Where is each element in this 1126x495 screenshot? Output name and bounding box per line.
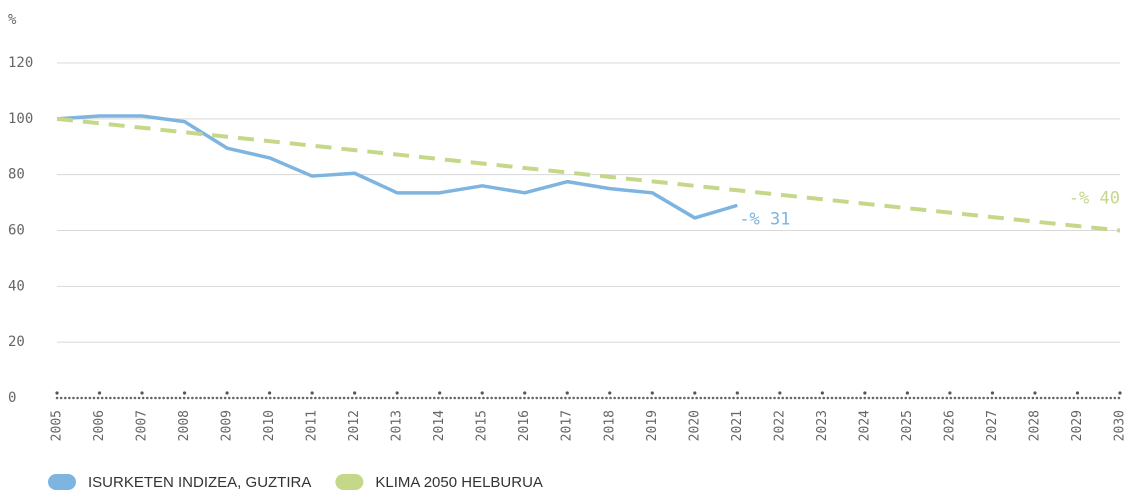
x-tick-label: 2028 xyxy=(1027,410,1042,441)
legend-label: KLIMA 2050 HELBURUA xyxy=(375,474,543,490)
x-tick-label: 2005 xyxy=(50,410,65,441)
x-tick-label: 2020 xyxy=(687,410,702,441)
y-tick-label: 0 xyxy=(8,390,16,406)
annotation: -% 40 xyxy=(1069,189,1120,209)
x-tick-mark xyxy=(523,391,526,394)
x-tick-label: 2030 xyxy=(1113,410,1126,441)
x-tick-label: 2022 xyxy=(772,410,787,441)
x-tick-label: 2018 xyxy=(602,410,617,441)
x-tick-mark xyxy=(651,391,654,394)
x-tick-label: 2013 xyxy=(390,410,405,441)
x-tick-label: 2021 xyxy=(730,410,745,441)
x-tick-mark xyxy=(736,391,739,394)
x-tick-mark xyxy=(140,391,143,394)
y-tick-label: 20 xyxy=(8,334,25,350)
legend-label: ISURKETEN INDIZEA, GUZTIRA xyxy=(88,474,311,490)
y-tick-label: 40 xyxy=(8,278,25,294)
x-tick-mark xyxy=(183,391,186,394)
x-tick-mark xyxy=(821,391,824,394)
x-tick-label: 2027 xyxy=(985,410,1000,441)
legend-swatch xyxy=(335,474,363,490)
x-tick-label: 2006 xyxy=(92,410,107,441)
x-tick-label: 2016 xyxy=(517,410,532,441)
x-tick-label: 2012 xyxy=(347,410,362,441)
x-tick-mark xyxy=(268,391,271,394)
x-tick-mark xyxy=(1118,391,1121,394)
x-tick-mark xyxy=(906,391,909,394)
y-tick-label: 120 xyxy=(8,55,33,71)
x-tick-label: 2010 xyxy=(262,410,277,441)
x-tick-label: 2019 xyxy=(645,410,660,441)
x-tick-label: 2015 xyxy=(475,410,490,441)
x-tick-mark xyxy=(1076,391,1079,394)
x-tick-label: 2008 xyxy=(177,410,192,441)
x-tick-mark xyxy=(396,391,399,394)
y-tick-label: 60 xyxy=(8,223,25,239)
legend-swatch xyxy=(48,474,76,490)
x-tick-mark xyxy=(566,391,569,394)
x-tick-mark xyxy=(98,391,101,394)
x-tick-mark xyxy=(948,391,951,394)
x-tick-label: 2026 xyxy=(942,410,957,441)
x-tick-mark xyxy=(991,391,994,394)
x-tick-mark xyxy=(225,391,228,394)
x-tick-label: 2029 xyxy=(1070,410,1085,441)
x-tick-mark xyxy=(863,391,866,394)
x-tick-mark xyxy=(353,391,356,394)
x-tick-label: 2014 xyxy=(432,410,447,441)
x-tick-mark xyxy=(311,391,314,394)
x-tick-label: 2007 xyxy=(135,410,150,441)
x-tick-label: 2011 xyxy=(305,410,320,441)
x-tick-mark xyxy=(481,391,484,394)
x-tick-mark xyxy=(55,391,58,394)
x-tick-label: 2025 xyxy=(900,410,915,441)
y-axis-label: % xyxy=(8,12,17,28)
y-tick-label: 100 xyxy=(8,111,33,127)
x-tick-label: 2017 xyxy=(560,410,575,441)
x-tick-label: 2023 xyxy=(815,410,830,441)
x-tick-mark xyxy=(693,391,696,394)
annotation: -% 31 xyxy=(739,209,790,229)
x-tick-mark xyxy=(438,391,441,394)
x-tick-label: 2009 xyxy=(220,410,235,441)
x-tick-label: 2024 xyxy=(857,410,872,441)
x-tick-mark xyxy=(608,391,611,394)
y-tick-label: 80 xyxy=(8,167,25,183)
x-tick-mark xyxy=(778,391,781,394)
series-line xyxy=(57,116,737,218)
x-tick-mark xyxy=(1033,391,1036,394)
